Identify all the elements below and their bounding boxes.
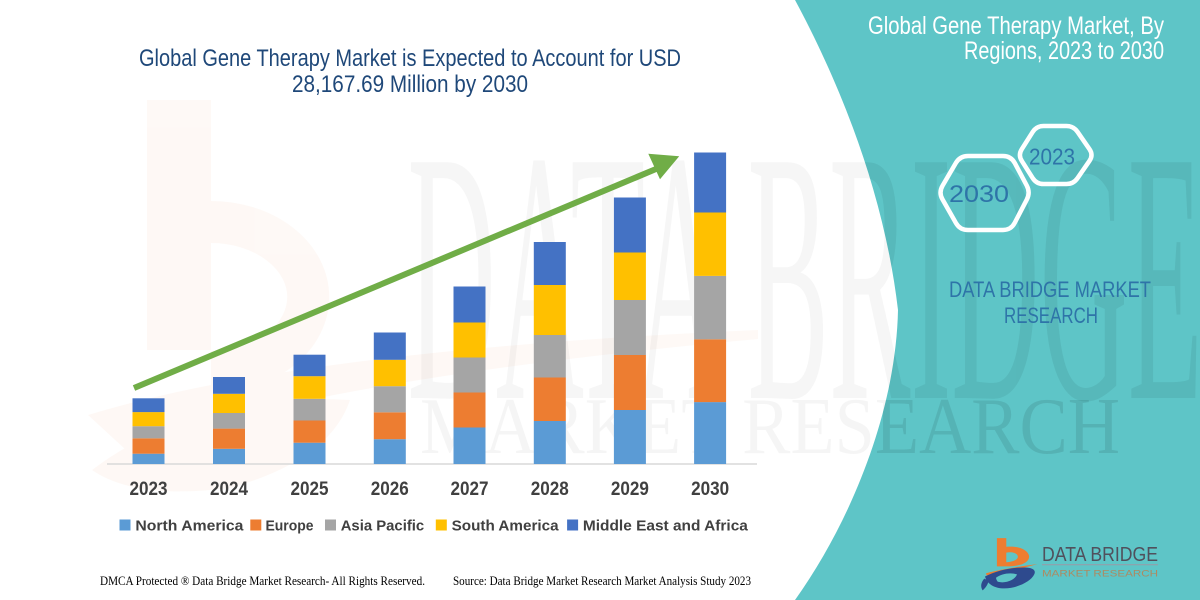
svg-text:RESEARCH: RESEARCH	[1004, 303, 1098, 328]
svg-text:Regions, 2023 to 2030: Regions, 2023 to 2030	[964, 37, 1164, 65]
svg-text:2028: 2028	[531, 479, 569, 500]
svg-text:Asia Pacific: Asia Pacific	[341, 518, 425, 535]
svg-text:DATA BRIDGE MARKET: DATA BRIDGE MARKET	[949, 277, 1151, 302]
svg-text:2024: 2024	[210, 479, 248, 500]
svg-text:DATA BRIDGE: DATA BRIDGE	[1042, 544, 1158, 566]
svg-text:North America: North America	[135, 518, 244, 535]
svg-text:Europe: Europe	[266, 518, 314, 535]
svg-text:Global Gene Therapy Market, By: Global Gene Therapy Market, By	[868, 12, 1164, 40]
svg-text:28,167.69 Million by 2030: 28,167.69 Million by 2030	[292, 71, 528, 98]
svg-text:2030: 2030	[691, 479, 729, 500]
svg-text:Global Gene Therapy Market is: Global Gene Therapy Market is Expected t…	[139, 45, 681, 72]
svg-text:2023: 2023	[1029, 144, 1075, 170]
svg-text:MARKET RESEARCH: MARKET RESEARCH	[1042, 569, 1158, 579]
svg-text:2029: 2029	[611, 479, 649, 500]
svg-text:Middle East and Africa: Middle East and Africa	[583, 518, 749, 535]
svg-text:Source: Data Bridge Market Res: Source: Data Bridge Market Research Mark…	[453, 573, 751, 588]
svg-text:DMCA Protected ® Data Bridge M: DMCA Protected ® Data Bridge Market Rese…	[100, 573, 425, 588]
svg-text:2026: 2026	[371, 479, 409, 500]
svg-text:2025: 2025	[291, 479, 329, 500]
svg-text:2030: 2030	[949, 181, 1009, 208]
svg-text:South America: South America	[452, 518, 560, 535]
svg-text:2027: 2027	[451, 479, 489, 500]
svg-text:2023: 2023	[130, 479, 168, 500]
